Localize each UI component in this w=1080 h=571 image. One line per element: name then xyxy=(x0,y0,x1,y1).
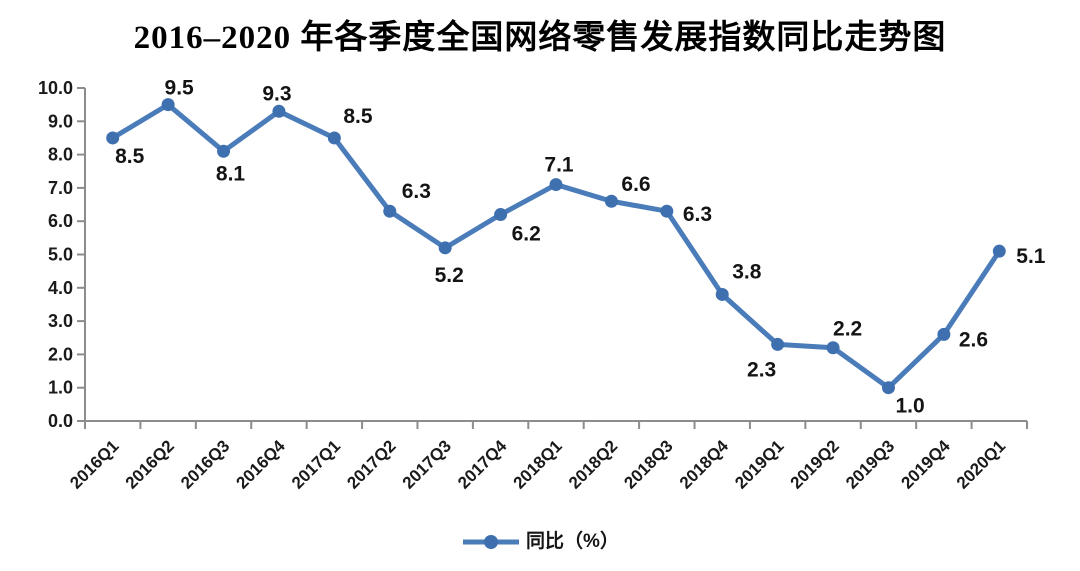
x-axis-label-2017Q3: 2017Q3 xyxy=(399,436,455,492)
y-axis-label: 8.0 xyxy=(48,145,73,165)
legend-line-marker-icon xyxy=(463,535,520,549)
data-point-2017Q4 xyxy=(494,208,508,222)
data-point-2018Q2 xyxy=(604,194,618,208)
y-axis-label: 1.0 xyxy=(48,378,73,398)
x-axis-label-2018Q3: 2018Q3 xyxy=(620,436,676,492)
data-point-2016Q2 xyxy=(161,98,175,112)
data-point-2018Q4 xyxy=(715,287,729,301)
data-point-2019Q1 xyxy=(771,337,785,351)
x-axis-label-2016Q3: 2016Q3 xyxy=(177,436,233,492)
data-point-2017Q3 xyxy=(438,241,452,255)
x-axis-label-2019Q1: 2019Q1 xyxy=(731,436,787,492)
chart-title: 2016–2020 年各季度全国网络零售发展指数同比走势图 xyxy=(133,20,947,56)
data-point-2017Q1 xyxy=(327,131,341,145)
y-axis-label: 2.0 xyxy=(48,344,73,364)
data-label-2017Q1: 8.5 xyxy=(343,105,373,128)
y-axis-label: 5.0 xyxy=(48,245,73,265)
data-label-2018Q1: 7.1 xyxy=(544,154,574,177)
y-axis-label: 6.0 xyxy=(48,211,73,231)
x-axis-label-2017Q4: 2017Q4 xyxy=(454,436,511,493)
data-point-2018Q3 xyxy=(660,204,674,218)
x-axis-label-2019Q4: 2019Q4 xyxy=(897,436,954,493)
data-label-2016Q2: 9.5 xyxy=(165,77,195,100)
y-axis-label: 3.0 xyxy=(48,311,73,331)
x-axis-label-2018Q2: 2018Q2 xyxy=(565,436,621,492)
data-label-2019Q1: 2.3 xyxy=(747,358,776,381)
data-label-2017Q2: 6.3 xyxy=(402,180,431,203)
data-label-2019Q2: 2.2 xyxy=(833,318,862,341)
data-label-2016Q3: 8.1 xyxy=(216,162,246,185)
data-label-2019Q3: 1.0 xyxy=(895,395,924,418)
data-point-2016Q1 xyxy=(106,131,120,145)
legend: 同比（%） xyxy=(0,530,1080,554)
x-axis-label-2016Q2: 2016Q2 xyxy=(122,436,178,492)
series-line xyxy=(110,102,1002,391)
data-label-2018Q3: 6.3 xyxy=(683,203,712,226)
data-label-2019Q4: 2.6 xyxy=(959,328,988,351)
data-point-2016Q3 xyxy=(217,144,231,158)
data-label-2016Q1: 8.5 xyxy=(115,145,145,168)
data-point-2017Q2 xyxy=(383,204,397,218)
x-axis-label-2017Q2: 2017Q2 xyxy=(343,436,399,492)
data-point-2018Q1 xyxy=(549,178,563,192)
x-axis-label-2017Q1: 2017Q1 xyxy=(288,436,344,492)
x-axis-label-2020Q1: 2020Q1 xyxy=(953,436,1009,492)
x-axis-label-2018Q4: 2018Q4 xyxy=(676,436,733,493)
data-label-2017Q4: 6.2 xyxy=(512,223,541,246)
data-point-2020Q1 xyxy=(992,244,1006,258)
data-label-2016Q4: 9.3 xyxy=(262,82,291,105)
x-axis-label-2019Q2: 2019Q2 xyxy=(787,436,843,492)
data-point-2019Q4 xyxy=(937,327,951,341)
data-point-2019Q2 xyxy=(826,341,840,355)
y-axis-label: 0.0 xyxy=(48,411,73,431)
x-axis-label-2018Q1: 2018Q1 xyxy=(510,436,566,492)
legend-series-label: 同比（%） xyxy=(526,531,619,552)
y-axis-label: 7.0 xyxy=(48,178,73,198)
x-axis-label-2016Q4: 2016Q4 xyxy=(233,436,290,493)
y-axis-label: 9.0 xyxy=(48,111,73,131)
x-axis-label-2019Q3: 2019Q3 xyxy=(842,436,898,492)
data-label-2018Q2: 6.6 xyxy=(621,173,650,196)
data-point-2016Q4 xyxy=(272,104,286,118)
data-point-2019Q3 xyxy=(881,381,895,395)
data-label-2018Q4: 3.8 xyxy=(732,260,762,283)
y-axis-label: 10.0 xyxy=(38,78,73,98)
y-axis-label: 4.0 xyxy=(48,278,73,298)
x-axis-label-2016Q1: 2016Q1 xyxy=(66,436,122,492)
data-label-2017Q3: 5.2 xyxy=(435,264,464,287)
data-label-2020Q1: 5.1 xyxy=(1016,245,1046,268)
